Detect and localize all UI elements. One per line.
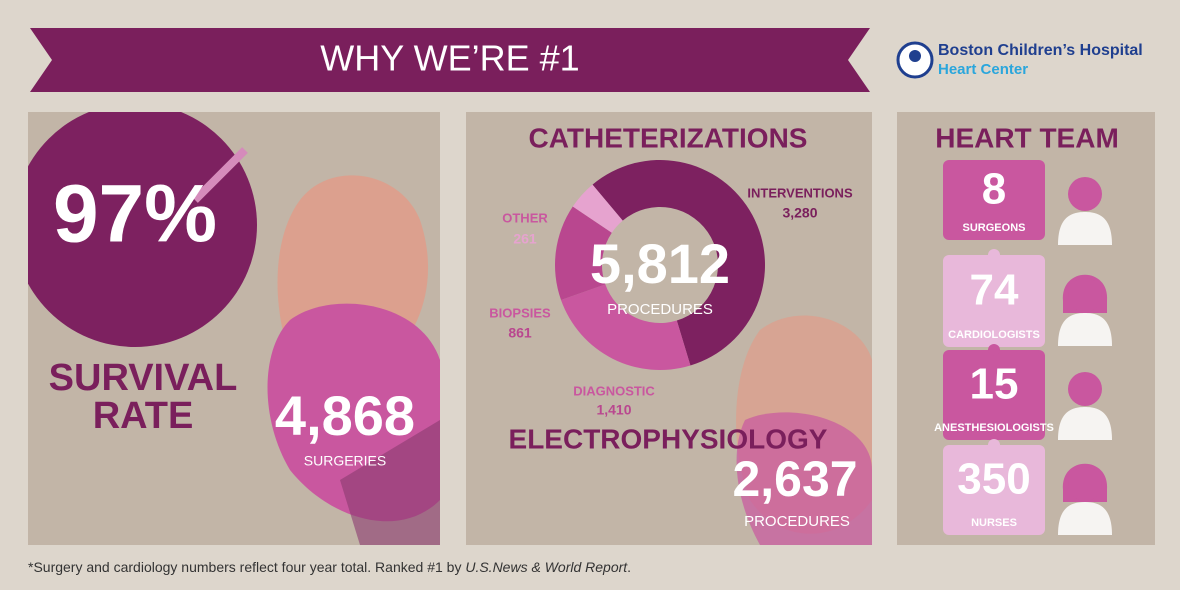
- donut-slice: [555, 206, 612, 301]
- team-box: [943, 350, 1045, 440]
- slice-label: INTERVENTIONS: [747, 185, 853, 200]
- surgeries-label: SURGERIES: [304, 453, 386, 469]
- ep-title: ELECTROPHYSIOLOGY: [509, 423, 828, 454]
- logo-name: Boston Children’s Hospital: [938, 42, 1143, 59]
- avatar-head: [1068, 278, 1102, 312]
- heart-art: [340, 420, 440, 545]
- slice-label: OTHER: [502, 210, 548, 225]
- footnote-text: *Surgery and cardiology numbers reflect …: [28, 559, 465, 575]
- slice-value: 861: [508, 325, 532, 341]
- team-list: 8 SURGEONS 74 CARDIOLOGISTS 15 ANESTHESIOLOGI…: [934, 160, 1112, 535]
- connector: [988, 439, 1000, 451]
- team-count: 74: [970, 266, 1019, 315]
- slice-label: DIAGNOSTIC: [573, 383, 655, 398]
- footnote-end: .: [627, 559, 631, 575]
- footnote-source: U.S.News & World Report: [465, 559, 628, 575]
- donut-slice: [561, 284, 691, 370]
- connector: [988, 344, 1000, 356]
- donut-slice: [572, 184, 623, 233]
- survival-circle: [28, 112, 257, 347]
- avatar-head: [1068, 177, 1102, 211]
- team-role: NURSES: [971, 517, 1017, 529]
- team-box: [943, 255, 1045, 347]
- footnote: *Surgery and cardiology numbers reflect …: [28, 559, 631, 575]
- heart-art: [736, 412, 872, 545]
- logo-icon-figure: [909, 50, 921, 62]
- donut-chart: INTERVENTIONS 3,280 DIAGNOSTIC 1,410 BIOPSIE…: [489, 160, 853, 418]
- avatar-body: [1058, 502, 1112, 535]
- team-role: CARDIOLOGISTS: [948, 329, 1040, 341]
- team-role: ANESTHESIOLOGISTS: [934, 422, 1054, 434]
- survival-label: SURVIVAL: [49, 357, 238, 399]
- team-box: [943, 445, 1045, 535]
- decor-line: [192, 147, 248, 203]
- donut-slice: [592, 160, 765, 366]
- slice-value: 1,410: [596, 402, 631, 418]
- cath-title: CATHETERIZATIONS: [529, 122, 808, 153]
- ep-value: 2,637: [732, 451, 857, 507]
- team-role: SURGEONS: [963, 222, 1026, 234]
- ep-art: [736, 315, 872, 545]
- avatar-body: [1058, 313, 1112, 346]
- avatar-body: [1058, 407, 1112, 440]
- slice-value: 261: [513, 231, 537, 247]
- cath-total: 5,812: [590, 232, 730, 295]
- survival-label: RATE: [93, 395, 194, 437]
- slice-label: BIOPSIES: [489, 305, 551, 320]
- avatar-head: [1068, 467, 1102, 501]
- banner-title: WHY WE’RE #1: [320, 38, 579, 79]
- avatar-body: [1058, 212, 1112, 245]
- team-count: 15: [970, 360, 1019, 409]
- team-box: [943, 160, 1045, 240]
- slice-value: 3,280: [782, 205, 817, 221]
- team-title: HEART TEAM: [935, 122, 1119, 153]
- avatar-head: [1068, 372, 1102, 406]
- banner: [30, 28, 870, 92]
- ep-label: PROCEDURES: [744, 513, 850, 530]
- survival-value: 97%: [53, 169, 217, 260]
- team-count: 8: [982, 165, 1006, 214]
- connector: [988, 249, 1000, 261]
- surgeries-value: 4,868: [275, 384, 415, 447]
- team-count: 350: [957, 455, 1030, 504]
- survival-art: [28, 112, 440, 545]
- cath-total-label: PROCEDURES: [607, 301, 713, 318]
- logo-subtitle: Heart Center: [938, 61, 1028, 78]
